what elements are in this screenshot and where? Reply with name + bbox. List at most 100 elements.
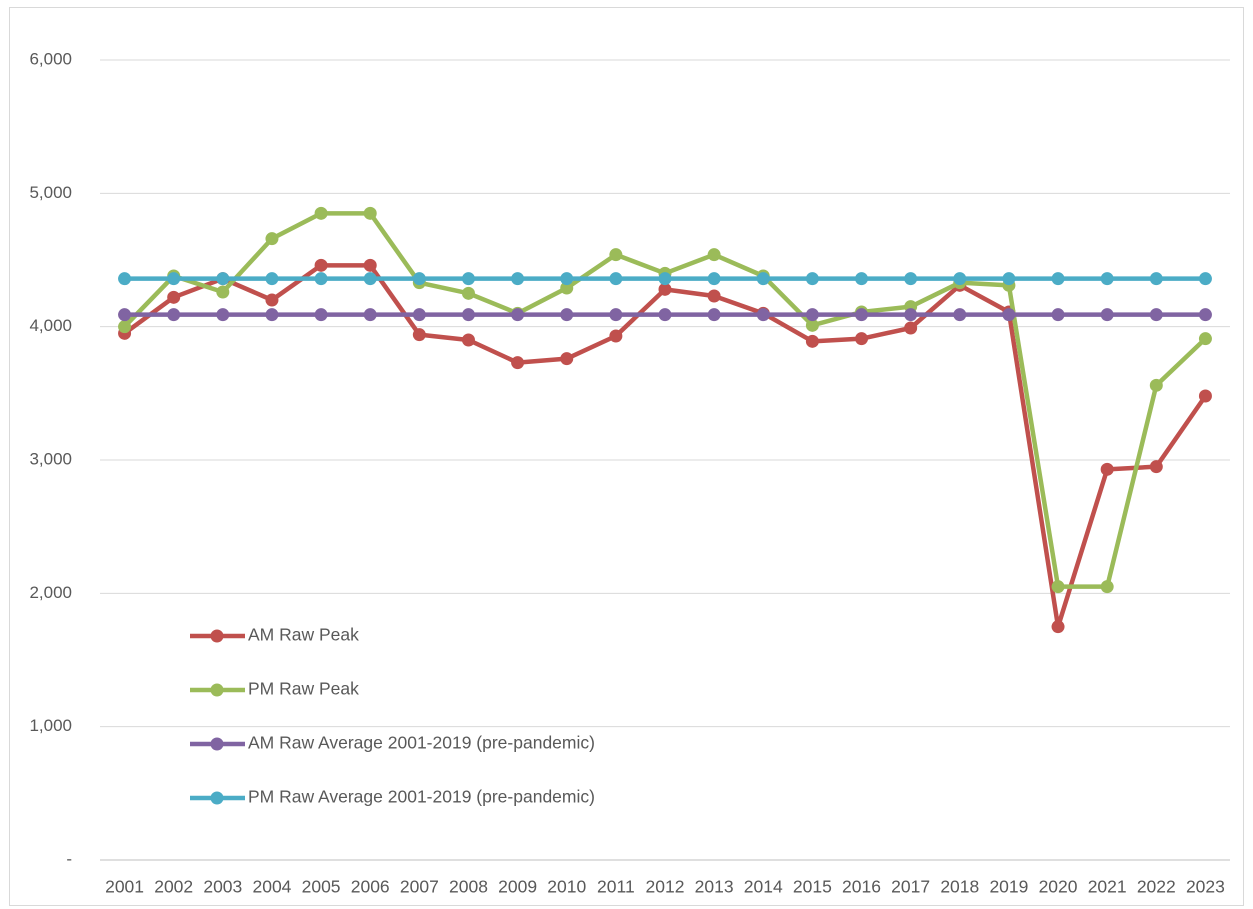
- data-point: [707, 248, 721, 262]
- data-point: [363, 272, 377, 286]
- y-tick-label: -: [66, 849, 72, 868]
- x-tick-label: 2012: [646, 877, 685, 897]
- data-point: [855, 272, 869, 286]
- data-point: [609, 308, 623, 322]
- legend-marker: [210, 791, 224, 805]
- data-point: [756, 308, 770, 322]
- x-tick-label: 2011: [597, 877, 635, 897]
- chart-border: [9, 7, 1244, 906]
- data-point: [1002, 308, 1016, 322]
- data-point: [953, 272, 967, 286]
- y-tick-label: 2,000: [29, 583, 72, 602]
- data-point: [314, 308, 328, 322]
- data-point: [314, 206, 328, 220]
- data-point: [511, 308, 525, 322]
- x-tick-label: 2018: [940, 877, 979, 897]
- data-point: [1051, 620, 1065, 634]
- data-point: [363, 258, 377, 272]
- data-point: [904, 321, 918, 335]
- x-tick-label: 2013: [695, 877, 734, 897]
- x-tick-label: 2009: [498, 877, 537, 897]
- data-point: [805, 272, 819, 286]
- data-point: [118, 320, 132, 334]
- x-tick-label: 2010: [547, 877, 586, 897]
- data-point: [1149, 272, 1163, 286]
- data-point: [1198, 308, 1212, 322]
- x-tick-label: 2014: [744, 877, 783, 897]
- data-point: [412, 308, 426, 322]
- data-point: [1149, 378, 1163, 392]
- data-point: [609, 272, 623, 286]
- data-point: [707, 289, 721, 303]
- data-point: [216, 308, 230, 322]
- data-point: [609, 329, 623, 343]
- data-point: [560, 281, 574, 295]
- data-point: [805, 308, 819, 322]
- data-point: [118, 308, 132, 322]
- data-point: [265, 293, 279, 307]
- data-point: [560, 352, 574, 366]
- data-point: [658, 272, 672, 286]
- data-point: [953, 308, 967, 322]
- data-point: [904, 272, 918, 286]
- data-point: [216, 285, 230, 299]
- x-tick-label: 2020: [1039, 877, 1078, 897]
- data-point: [1100, 308, 1114, 322]
- data-point: [609, 248, 623, 262]
- data-point: [707, 308, 721, 322]
- data-point: [1149, 460, 1163, 474]
- data-point: [1051, 272, 1065, 286]
- data-point: [1002, 272, 1016, 286]
- data-point: [805, 318, 819, 332]
- legend-label: AM Raw Peak: [248, 625, 359, 645]
- data-point: [1051, 308, 1065, 322]
- legend-label: AM Raw Average 2001-2019 (pre-pandemic): [248, 733, 595, 753]
- data-point: [805, 334, 819, 348]
- data-point: [1100, 272, 1114, 286]
- legend-label: PM Raw Average 2001-2019 (pre-pandemic): [248, 787, 595, 807]
- x-tick-label: 2003: [203, 877, 242, 897]
- x-tick-label: 2016: [842, 877, 881, 897]
- x-tick-label: 2007: [400, 877, 439, 897]
- data-point: [363, 206, 377, 220]
- data-point: [118, 272, 132, 286]
- y-tick-label: 4,000: [29, 316, 72, 335]
- data-point: [511, 272, 525, 286]
- data-point: [658, 282, 672, 296]
- data-point: [1100, 580, 1114, 594]
- data-point: [363, 308, 377, 322]
- data-point: [314, 272, 328, 286]
- data-point: [461, 333, 475, 347]
- x-tick-label: 2004: [252, 877, 291, 897]
- data-point: [904, 308, 918, 322]
- data-point: [167, 290, 181, 304]
- data-point: [658, 308, 672, 322]
- data-point: [216, 272, 230, 286]
- x-tick-label: 2008: [449, 877, 488, 897]
- x-tick-label: 2019: [989, 877, 1028, 897]
- y-tick-label: 1,000: [29, 716, 72, 735]
- data-point: [265, 308, 279, 322]
- data-point: [265, 232, 279, 246]
- data-point: [1198, 389, 1212, 403]
- data-point: [560, 272, 574, 286]
- data-point: [511, 356, 525, 370]
- data-point: [756, 272, 770, 286]
- data-point: [461, 308, 475, 322]
- y-tick-label: 6,000: [29, 49, 72, 68]
- data-point: [707, 272, 721, 286]
- x-tick-label: 2023: [1186, 877, 1225, 897]
- data-point: [855, 308, 869, 322]
- data-point: [560, 308, 574, 322]
- x-tick-label: 2021: [1088, 877, 1127, 897]
- legend-label: PM Raw Peak: [248, 679, 359, 699]
- data-point: [855, 332, 869, 346]
- y-tick-label: 3,000: [29, 449, 72, 468]
- legend-marker: [210, 683, 224, 697]
- data-point: [1149, 308, 1163, 322]
- x-tick-label: 2017: [891, 877, 930, 897]
- x-tick-label: 2005: [302, 877, 341, 897]
- x-tick-label: 2015: [793, 877, 832, 897]
- legend-marker: [210, 629, 224, 643]
